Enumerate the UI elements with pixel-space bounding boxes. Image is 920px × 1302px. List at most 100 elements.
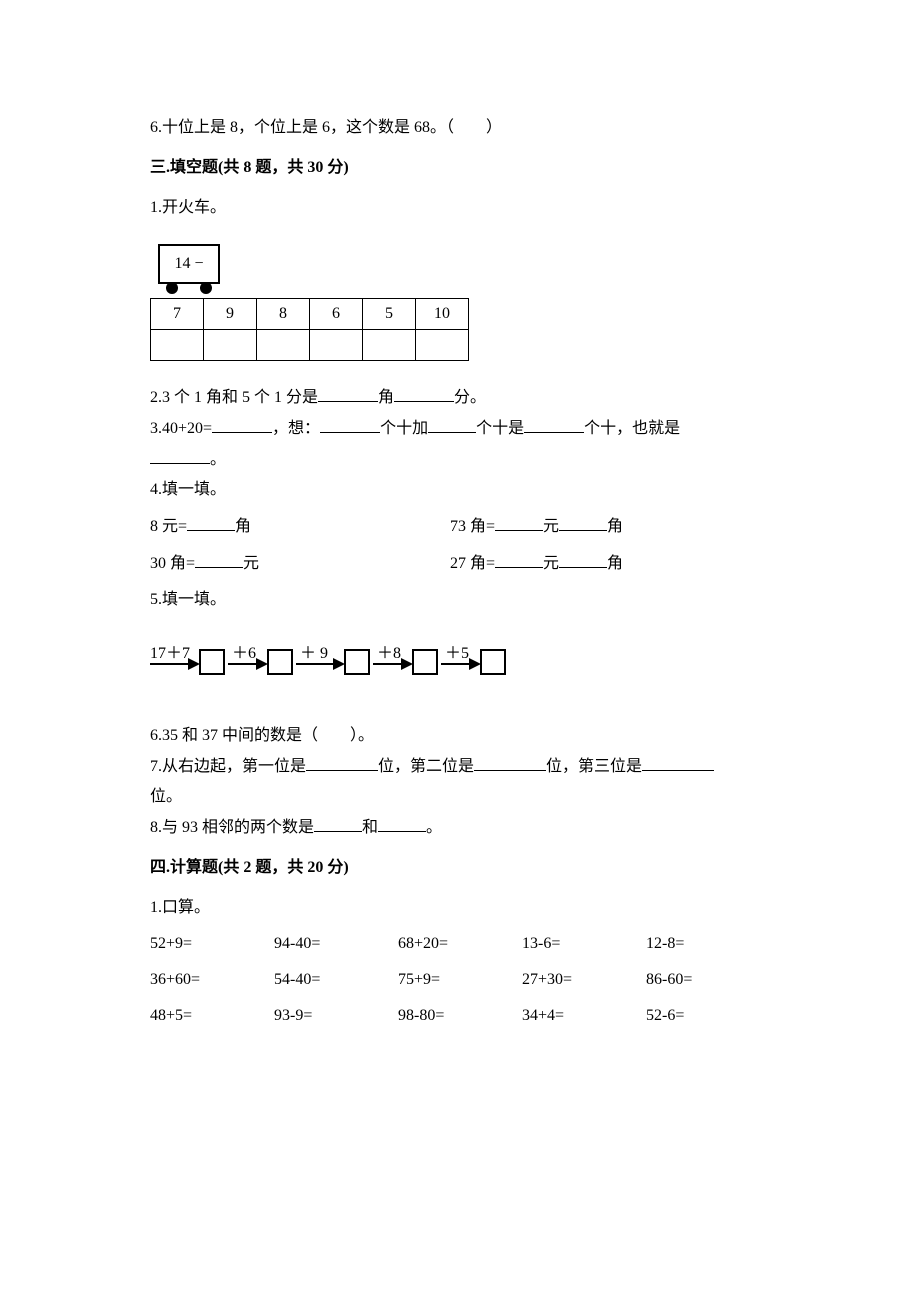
train-cell-value: 6: [310, 299, 363, 330]
wheel-icon: [166, 282, 178, 294]
blank: [495, 551, 543, 568]
sec3-header: 三.填空题(共 8 题，共 30 分): [150, 156, 770, 180]
sec3-q7-line2: 位。: [150, 785, 770, 809]
calc-row: 52+9=94-40=68+20=13-6=12-8=: [150, 932, 770, 956]
chain-box: [481, 650, 505, 674]
sec3-q7-c: 位，第三位是: [546, 758, 642, 775]
sec3-q7-b: 位，第二位是: [378, 758, 474, 775]
q4-r2-left-a: 30 角=: [150, 555, 195, 572]
q4-r2-right-b: 元: [543, 555, 559, 572]
sec3-q3-d: 个十是: [476, 420, 524, 437]
train-cell-value: 9: [204, 299, 257, 330]
train-table: 7986510: [150, 298, 469, 361]
blank: [320, 416, 380, 433]
sec3-q3-line2: 。: [150, 447, 770, 472]
calc-cell: 98-80=: [398, 1004, 522, 1028]
train-diagram: 14 − 7986510: [150, 244, 770, 361]
sec3-q8-a: 8.与 93 相邻的两个数是: [150, 819, 314, 836]
train-cell-blank: [257, 330, 310, 361]
chain-diagram: 17＋7 ＋6 ＋ 9 ＋8 ＋5: [150, 632, 770, 700]
calc-cell: 48+5=: [150, 1004, 274, 1028]
calc-cell: 12-8=: [646, 932, 770, 956]
train-row-values: 7986510: [151, 299, 469, 330]
blank: [187, 514, 235, 531]
calc-cell: 52+9=: [150, 932, 274, 956]
q4-r2-right-c: 角: [607, 555, 623, 572]
blank: [394, 385, 454, 402]
blank: [314, 815, 362, 832]
calc-cell: 27+30=: [522, 968, 646, 992]
chain-op-text: ＋8: [377, 645, 401, 662]
chain-op-text: ＋6: [232, 645, 256, 662]
sec3-q4-label: 4.填一填。: [150, 478, 770, 502]
calc-row: 48+5=93-9=98-80=34+4=52-6=: [150, 1004, 770, 1028]
train-wheels: [160, 282, 218, 294]
calc-cell: 68+20=: [398, 932, 522, 956]
chain-op-text: 17＋7: [150, 645, 190, 662]
sec3-q8: 8.与 93 相邻的两个数是 和 。: [150, 815, 770, 840]
blank: [212, 416, 272, 433]
sec3-q7-a: 7.从右边起，第一位是: [150, 758, 306, 775]
sec3-q2: 2.3 个 1 角和 5 个 1 分是 角 分。: [150, 385, 770, 410]
q4-r1-left-a: 8 元=: [150, 518, 187, 535]
sec3-q4-row2: 30 角=元 27 角=元角: [150, 551, 770, 576]
sec4-q1-label: 1.口算。: [150, 896, 770, 920]
chain-box: [413, 650, 437, 674]
sec3-q2-a: 2.3 个 1 角和 5 个 1 分是: [150, 389, 318, 406]
blank: [378, 815, 426, 832]
blank: [318, 385, 378, 402]
sec3-q3-c: 个十加: [380, 420, 428, 437]
train-cell-blank: [416, 330, 469, 361]
blank: [559, 514, 607, 531]
chain-op-text: ＋ 9: [300, 645, 328, 662]
blank: [474, 754, 546, 771]
sec3-q8-c: 。: [426, 819, 442, 836]
blank: [495, 514, 543, 531]
chain-op-text: ＋5: [445, 645, 469, 662]
calc-cell: 75+9=: [398, 968, 522, 992]
calc-grid: 52+9=94-40=68+20=13-6=12-8= 36+60=54-40=7…: [150, 932, 770, 1028]
sec3-q3-a: 3.40+20=: [150, 420, 212, 437]
train-cell-value: 7: [151, 299, 204, 330]
blank: [150, 447, 210, 464]
sec4-header: 四.计算题(共 2 题，共 20 分): [150, 856, 770, 880]
sec3-q7-d: 位。: [150, 788, 182, 805]
sec3-q4-r2-left: 30 角= 元: [150, 551, 450, 576]
blank: [642, 754, 714, 771]
sec3-q5-label: 5.填一填。: [150, 588, 770, 612]
sec3-q3: 3.40+20= ，想： 个十加 个十是 个十，也就是: [150, 416, 770, 441]
sec3-q7: 7.从右边起，第一位是 位，第二位是 位，第三位是: [150, 754, 770, 779]
calc-cell: 86-60=: [646, 968, 770, 992]
train-row-blanks: [151, 330, 469, 361]
calc-cell: 54-40=: [274, 968, 398, 992]
sec3-q4-r2-right: 27 角=元角: [450, 551, 770, 576]
q4-r2-left-b: 元: [243, 555, 259, 572]
sec3-q3-b: ，想：: [272, 420, 320, 437]
sec2-q6-text: 6.十位上是 8，个位上是 6，这个数是 68。（ ）: [150, 119, 502, 136]
sec3-q2-c: 分。: [454, 389, 486, 406]
train-cell-value: 10: [416, 299, 469, 330]
train-cell-blank: [310, 330, 363, 361]
wheel-icon: [200, 282, 212, 294]
sec2-q6: 6.十位上是 8，个位上是 6，这个数是 68。（ ）: [150, 116, 770, 140]
sec3-q8-b: 和: [362, 819, 378, 836]
sec3-q1-label: 1.开火车。: [150, 196, 770, 220]
chain-box: [268, 650, 292, 674]
train-cell-blank: [204, 330, 257, 361]
sec3-q2-b: 角: [378, 389, 394, 406]
sec3-q4-row1: 8 元=角 73 角=元角: [150, 514, 770, 539]
sec3-q3-f: 。: [210, 451, 226, 468]
blank: [195, 551, 243, 568]
sec3-q4-r1-right: 73 角=元角: [450, 514, 770, 539]
calc-cell: 93-9=: [274, 1004, 398, 1028]
calc-cell: 36+60=: [150, 968, 274, 992]
blank: [306, 754, 378, 771]
chain-box: [345, 650, 369, 674]
train-cell-value: 5: [363, 299, 416, 330]
page: 6.十位上是 8，个位上是 6，这个数是 68。（ ） 三.填空题(共 8 题，…: [0, 0, 920, 1302]
train-car: 14 −: [158, 244, 220, 284]
calc-cell: 13-6=: [522, 932, 646, 956]
sec3-q4-r1-left: 8 元=角: [150, 514, 450, 539]
calc-cell: 94-40=: [274, 932, 398, 956]
sec3-q3-e: 个十，也就是: [584, 420, 680, 437]
